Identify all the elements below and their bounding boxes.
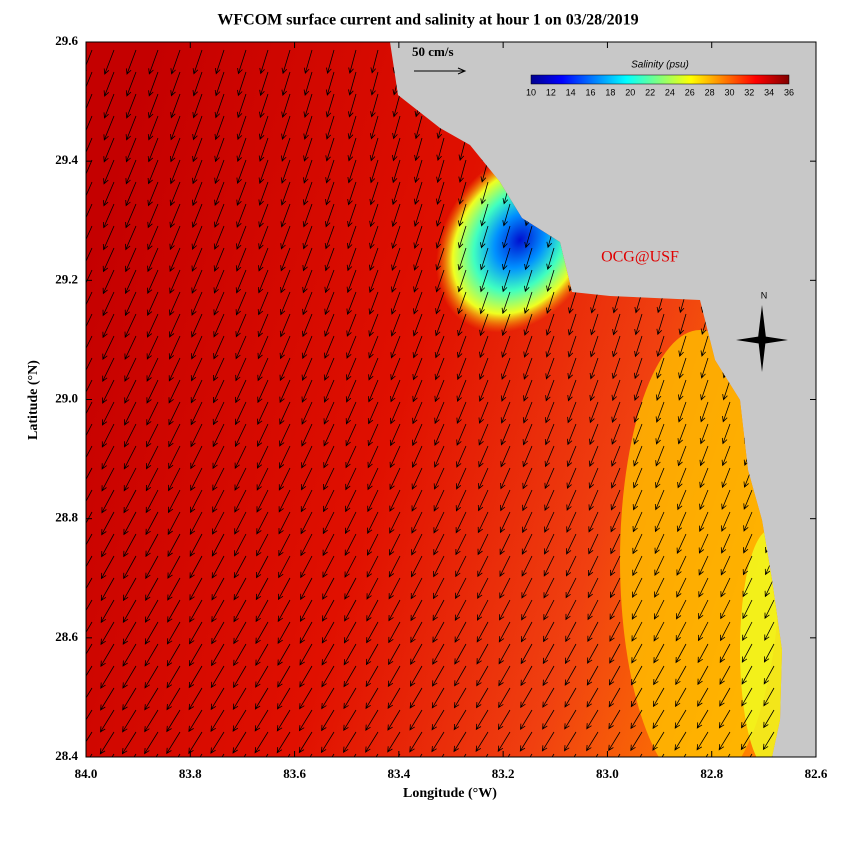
axis-ticks: 84.0 83.8 83.6 83.4 83.2 83.0 82.8 82.6 29.6 29.4… — [55, 33, 828, 781]
colorbar-tick-label: 34 — [764, 87, 774, 97]
colorbar-tick-label: 26 — [685, 87, 695, 97]
colorbar-tick-label: 36 — [784, 87, 794, 97]
y-tick-label: 29.4 — [55, 152, 78, 167]
x-tick-label: 83.2 — [492, 766, 515, 781]
x-tick-label: 82.8 — [700, 766, 723, 781]
colorbar-tick-label: 30 — [724, 87, 734, 97]
y-tick-label: 28.4 — [55, 748, 78, 763]
colorbar-tick-label: 24 — [665, 87, 675, 97]
x-tick-label: 82.6 — [805, 766, 828, 781]
scale-arrow-head — [457, 67, 467, 75]
colorbar-tick-label: 18 — [605, 87, 615, 97]
x-tick-label: 83.0 — [596, 766, 619, 781]
credit: OCG@USF — [601, 249, 679, 266]
colorbar-title: Salinity (psu) — [631, 60, 689, 71]
x-tick-label: 84.0 — [75, 766, 98, 781]
y-tick-label: 29.2 — [55, 271, 78, 286]
compass-rose — [736, 305, 788, 372]
scale-label: 50 cm/s — [412, 44, 454, 59]
x-tick-label: 83.8 — [179, 766, 202, 781]
y-tick-label: 28.6 — [55, 629, 78, 644]
y-tick-label: 28.8 — [55, 510, 78, 525]
colorbar-tick-label: 12 — [546, 87, 556, 97]
y-axis-label: Latitude (°N) — [26, 360, 41, 440]
colorbar — [530, 74, 790, 85]
x-tick-label: 83.6 — [283, 766, 306, 781]
x-axis-label: Longitude (°W) — [403, 786, 497, 801]
colorbar-tick-label: 14 — [566, 87, 576, 97]
colorbar-tick-label: 28 — [705, 87, 715, 97]
coastal-yellow — [740, 530, 782, 757]
colorbar-tick-label: 20 — [625, 87, 635, 97]
colorbar-tick-label: 16 — [586, 87, 596, 97]
colorbar-tick-label: 22 — [645, 87, 655, 97]
colorbar-tick-label: 10 — [526, 87, 536, 97]
compass: N — [736, 290, 788, 372]
colorbar-tick-label: 32 — [744, 87, 754, 97]
y-tick-label: 29.0 — [55, 390, 78, 405]
y-tick-label: 29.6 — [55, 33, 78, 48]
title: WFCOM surface current and salinity at ho… — [217, 12, 638, 29]
x-tick-label: 83.4 — [387, 766, 410, 781]
low-salinity-band — [620, 330, 780, 757]
compass-label: N — [761, 290, 768, 300]
